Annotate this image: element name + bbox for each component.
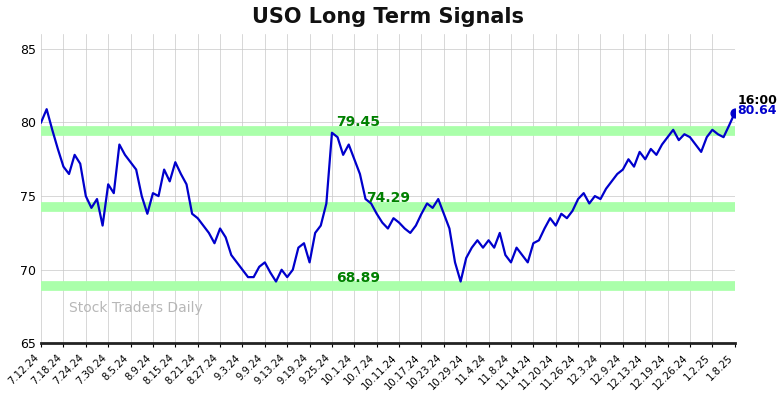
- Point: [728, 110, 741, 116]
- Text: 68.89: 68.89: [336, 271, 380, 285]
- Text: 79.45: 79.45: [336, 115, 380, 129]
- Text: Stock Traders Daily: Stock Traders Daily: [69, 301, 202, 316]
- Title: USO Long Term Signals: USO Long Term Signals: [252, 7, 524, 27]
- Text: 74.29: 74.29: [365, 191, 410, 205]
- Text: 16:00: 16:00: [738, 94, 778, 107]
- Text: 80.64: 80.64: [738, 105, 777, 117]
